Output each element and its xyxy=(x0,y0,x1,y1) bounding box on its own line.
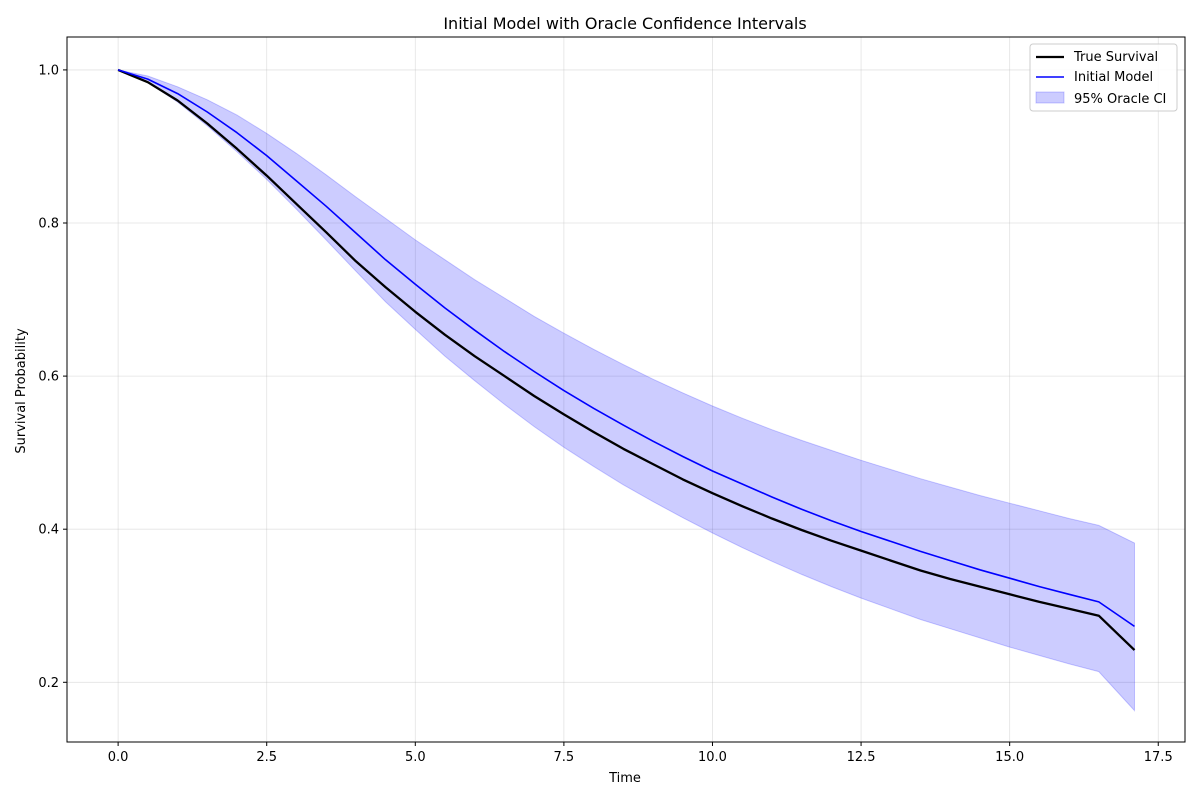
y-tick-label: 1.0 xyxy=(38,63,59,78)
x-tick-label: 15.0 xyxy=(995,750,1024,765)
y-tick-label: 0.4 xyxy=(38,523,59,538)
y-axis-label: Survival Probability xyxy=(14,328,29,454)
confidence-band-layer xyxy=(117,69,1135,712)
x-tick-label: 5.0 xyxy=(405,750,426,765)
y-tick-label: 0.2 xyxy=(38,676,59,691)
oracle-ci-band xyxy=(117,69,1135,712)
grid-lines xyxy=(67,37,1185,742)
x-tick-label: 10.0 xyxy=(698,750,727,765)
true-survival-line xyxy=(117,68,1136,651)
y-tick-label: 0.8 xyxy=(38,217,59,232)
y-tick-label: 0.6 xyxy=(38,370,59,385)
series-layer xyxy=(117,68,1136,651)
x-axis-ticks: 0.0 2.5 5.0 7.5 10.0 12.5 15.0 17.5 xyxy=(108,742,1173,765)
x-tick-label: 7.5 xyxy=(554,750,575,765)
x-tick-label: 17.5 xyxy=(1144,750,1173,765)
x-tick-label: 0.0 xyxy=(108,750,129,765)
x-tick-label: 2.5 xyxy=(256,750,277,765)
legend-box xyxy=(1029,43,1178,112)
legend-label-true-survival: True Survival xyxy=(1073,50,1158,65)
legend-label-initial-model: Initial Model xyxy=(1074,70,1153,85)
initial-model-line xyxy=(117,69,1135,628)
plot-frame xyxy=(66,36,1186,743)
legend-swatch-oracle-ci xyxy=(1035,91,1065,104)
legend-label-oracle-ci: 95% Oracle CI xyxy=(1074,92,1166,107)
chart-title: Initial Model with Oracle Confidence Int… xyxy=(443,14,806,33)
y-axis-ticks: 0.2 0.4 0.6 0.8 1.0 xyxy=(38,63,67,691)
x-tick-label: 12.5 xyxy=(847,750,876,765)
x-axis-label: Time xyxy=(608,771,641,786)
legend: True Survival Initial Model 95% Oracle C… xyxy=(1029,43,1178,112)
